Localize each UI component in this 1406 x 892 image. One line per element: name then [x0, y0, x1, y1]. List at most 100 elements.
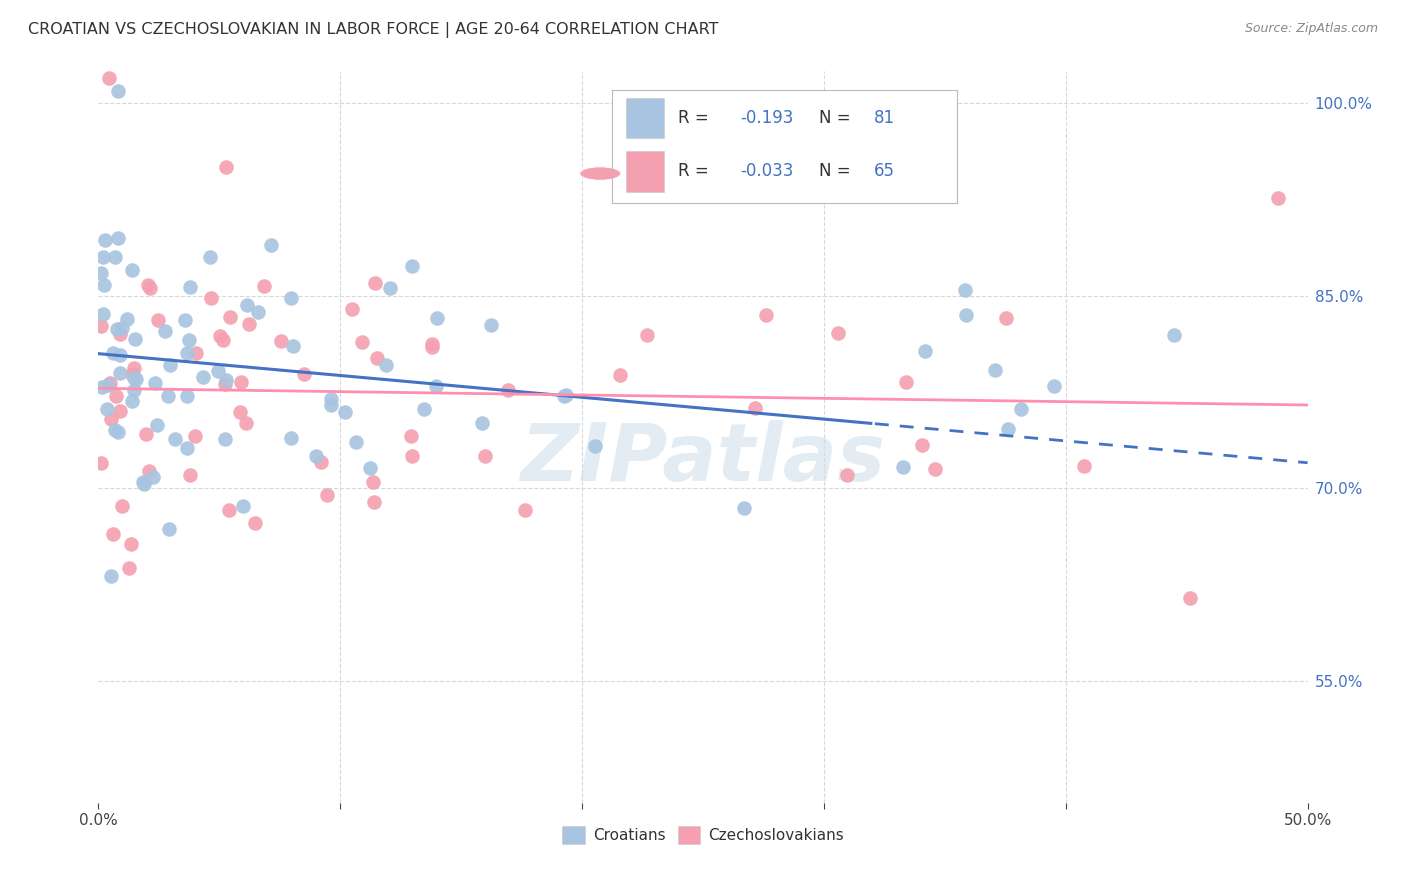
- Point: [97, 378, 120, 392]
- Point: [105, 388, 128, 402]
- Point: [479, 318, 502, 332]
- Point: [121, 367, 143, 381]
- Point: [425, 378, 447, 392]
- Point: [108, 326, 131, 341]
- Point: [214, 432, 236, 446]
- Point: [90, 456, 112, 470]
- Point: [316, 488, 339, 502]
- Point: [340, 302, 363, 317]
- Point: [215, 373, 238, 387]
- Point: [110, 500, 132, 514]
- Point: [955, 308, 977, 322]
- Point: [218, 503, 240, 517]
- Point: [186, 345, 208, 359]
- Point: [98, 70, 121, 85]
- Point: [179, 279, 201, 293]
- Point: [363, 495, 385, 509]
- Point: [378, 281, 401, 295]
- Point: [108, 367, 131, 381]
- Point: [124, 332, 146, 346]
- Point: [496, 383, 519, 397]
- Point: [153, 324, 176, 338]
- Point: [555, 388, 578, 402]
- Point: [911, 438, 934, 452]
- Point: [744, 401, 766, 416]
- Point: [513, 502, 536, 516]
- Point: [131, 475, 153, 490]
- Point: [1073, 458, 1095, 473]
- Point: [984, 363, 1007, 377]
- Point: [163, 432, 186, 446]
- Point: [138, 463, 160, 477]
- Point: [146, 417, 169, 432]
- Point: [107, 84, 129, 98]
- Point: [553, 389, 575, 403]
- Text: CROATIAN VS CZECHOSLOVAKIAN IN LABOR FORCE | AGE 20-64 CORRELATION CHART: CROATIAN VS CZECHOSLOVAKIAN IN LABOR FOR…: [28, 22, 718, 38]
- Point: [896, 375, 918, 389]
- Point: [159, 358, 181, 372]
- Point: [132, 476, 155, 491]
- Point: [319, 392, 342, 406]
- Point: [236, 298, 259, 312]
- Point: [94, 233, 117, 247]
- Point: [179, 467, 201, 482]
- Point: [401, 259, 423, 273]
- Point: [733, 500, 755, 515]
- Point: [198, 251, 221, 265]
- Point: [91, 307, 114, 321]
- Point: [281, 339, 304, 353]
- Point: [104, 250, 127, 264]
- Point: [837, 467, 859, 482]
- Point: [176, 389, 198, 403]
- Point: [159, 522, 181, 536]
- Point: [366, 351, 388, 365]
- Point: [352, 335, 374, 350]
- Point: [135, 427, 157, 442]
- Point: [253, 278, 276, 293]
- Point: [118, 561, 141, 575]
- Point: [93, 277, 115, 292]
- Point: [98, 376, 121, 390]
- Point: [247, 305, 270, 319]
- Point: [214, 376, 236, 391]
- Point: [124, 361, 146, 376]
- Point: [146, 313, 169, 327]
- Point: [90, 318, 112, 333]
- Point: [280, 431, 302, 445]
- Point: [474, 450, 496, 464]
- Point: [399, 428, 422, 442]
- Point: [121, 262, 143, 277]
- Point: [401, 449, 423, 463]
- Point: [219, 310, 242, 324]
- Point: [122, 383, 145, 397]
- Point: [100, 412, 122, 426]
- Point: [120, 537, 142, 551]
- Point: [207, 364, 229, 378]
- Point: [117, 311, 139, 326]
- Text: Source: ZipAtlas.com: Source: ZipAtlas.com: [1244, 22, 1378, 36]
- Point: [91, 251, 114, 265]
- Point: [1178, 591, 1201, 606]
- Point: [243, 516, 266, 530]
- Point: [1043, 378, 1066, 392]
- Point: [364, 276, 387, 290]
- Point: [107, 231, 129, 245]
- Point: [143, 376, 166, 390]
- Point: [755, 309, 778, 323]
- Point: [333, 405, 356, 419]
- Point: [90, 266, 112, 280]
- Point: [1010, 401, 1032, 416]
- Point: [183, 429, 205, 443]
- Point: [891, 460, 914, 475]
- Point: [344, 434, 367, 449]
- Point: [121, 394, 143, 409]
- Point: [193, 370, 215, 384]
- Point: [420, 340, 443, 354]
- Point: [260, 237, 283, 252]
- Point: [215, 161, 238, 175]
- Point: [104, 423, 127, 437]
- Point: [200, 291, 222, 305]
- Point: [609, 368, 631, 382]
- Point: [955, 283, 977, 297]
- Point: [108, 404, 131, 418]
